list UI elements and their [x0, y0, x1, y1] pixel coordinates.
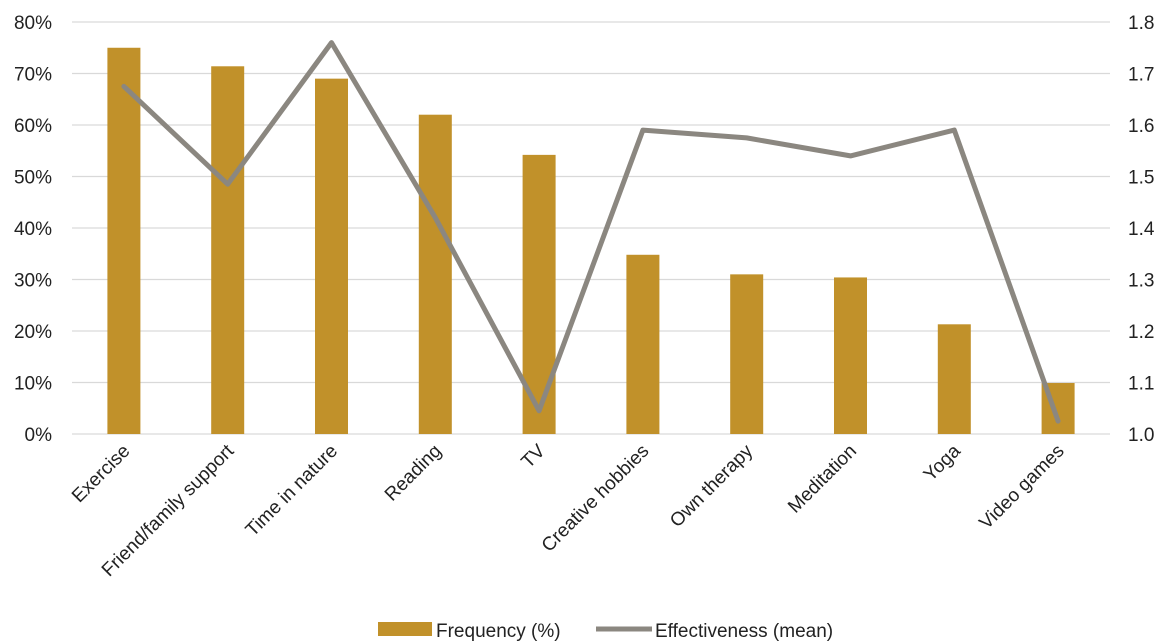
bar	[834, 277, 867, 434]
y-right-tick-label: 1.7	[1128, 65, 1154, 86]
x-category-label: Video games	[976, 441, 1069, 534]
legend-swatch-bar	[378, 622, 432, 636]
y-axis-left: 0% 10% 20% 30% 40% 50% 60% 70% 80%	[14, 13, 52, 446]
line-series	[121, 40, 1061, 424]
bar	[730, 274, 764, 434]
y-right-tick-label: 1.8	[1128, 13, 1154, 34]
y-left-tick-label: 0%	[25, 425, 53, 446]
y-left-tick-label: 20%	[14, 322, 52, 343]
bar	[418, 114, 452, 434]
x-category-label: TV	[518, 440, 550, 472]
y-right-tick-label: 1.2	[1128, 322, 1154, 343]
bar	[107, 47, 141, 434]
effectiveness-line	[121, 40, 1061, 424]
y-left-tick-label: 70%	[14, 65, 52, 86]
bar-series	[107, 47, 1075, 435]
y-left-tick-label: 40%	[14, 219, 52, 240]
x-category-label: Yoga	[920, 440, 965, 485]
y-left-tick-label: 50%	[14, 168, 52, 189]
bar	[211, 66, 245, 434]
legend-label-line: Effectiveness (mean)	[655, 621, 833, 642]
y-left-tick-label: 30%	[14, 271, 52, 292]
x-category-label: Time in nature	[242, 441, 342, 541]
y-right-tick-label: 1.5	[1128, 168, 1154, 189]
x-category-label: Own therapy	[666, 440, 757, 531]
legend: Frequency (%) Effectiveness (mean)	[378, 621, 833, 642]
y-right-tick-label: 1.4	[1128, 219, 1155, 240]
y-left-tick-label: 10%	[14, 374, 52, 395]
bar	[937, 324, 971, 434]
x-category-label: Meditation	[784, 441, 861, 518]
y-right-tick-label: 1.3	[1128, 271, 1154, 292]
x-category-label: Exercise	[68, 441, 134, 507]
y-left-tick-label: 60%	[14, 116, 52, 137]
y-left-tick-label: 80%	[14, 13, 52, 34]
x-category-label: Reading	[381, 441, 446, 506]
y-right-tick-label: 1.6	[1128, 116, 1154, 137]
y-right-tick-label: 1.0	[1128, 425, 1154, 446]
legend-label-bar: Frequency (%)	[436, 621, 561, 642]
y-axis-right: 1.0 1.1 1.2 1.3 1.4 1.5 1.6 1.7 1.8	[1128, 13, 1155, 446]
gridlines	[72, 21, 1110, 435]
x-category-label: Creative hobbies	[538, 441, 654, 557]
y-right-tick-label: 1.1	[1128, 374, 1154, 395]
bar	[626, 254, 660, 434]
bar	[315, 78, 348, 435]
